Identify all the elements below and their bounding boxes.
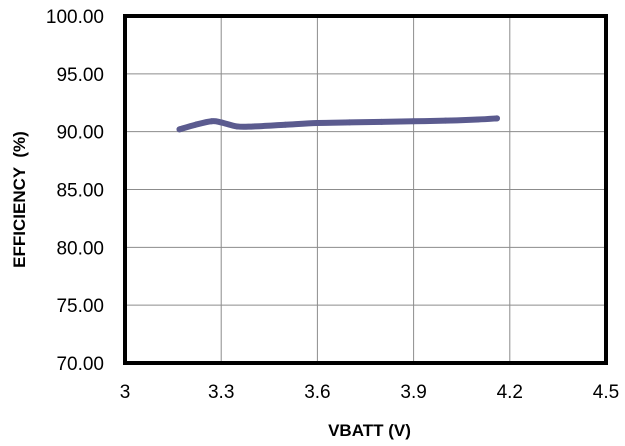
y-tick-label: 100.00: [46, 7, 104, 28]
y-tick-label: 75.00: [56, 296, 104, 317]
series-point: [176, 126, 183, 133]
x-tick-label: 3: [120, 382, 131, 403]
y-tick-label: 80.00: [56, 238, 104, 259]
x-tick-label: 3.3: [208, 382, 234, 403]
x-tick-label: 3.6: [304, 382, 330, 403]
series-point: [493, 115, 500, 122]
y-tick-labels: 70.00 75.00 80.00 85.00 90.00 95.00 100.00: [46, 7, 104, 375]
plot-frame: [123, 14, 608, 365]
x-tick-label: 4.5: [593, 382, 619, 403]
series-point: [208, 118, 215, 125]
series-point: [314, 119, 321, 126]
series-point: [234, 123, 241, 130]
x-tick-labels: 3 3.3 3.6 3.9 4.2 4.5: [120, 382, 620, 403]
series-layer: [176, 115, 500, 133]
series-point: [282, 121, 289, 128]
x-axis-title: VBATT (V): [328, 421, 411, 440]
y-tick-label: 90.00: [56, 123, 104, 144]
series-point: [410, 118, 417, 125]
series-point: [218, 119, 225, 126]
series-point: [250, 123, 257, 130]
x-tick-label: 3.9: [400, 382, 426, 403]
y-tick-label: 70.00: [56, 354, 104, 375]
series-point: [378, 118, 385, 125]
y-tick-label: 85.00: [56, 181, 104, 202]
series-point: [346, 119, 353, 126]
x-tick-label: 4.2: [497, 382, 523, 403]
y-tick-label: 95.00: [56, 65, 104, 86]
series-point: [474, 116, 481, 123]
y-axis-title: EFFICIENCY (%): [10, 131, 29, 268]
series-point: [442, 117, 449, 124]
efficiency-series-line: [176, 115, 500, 133]
grid-lines: [125, 16, 606, 363]
series-point: [192, 121, 199, 128]
